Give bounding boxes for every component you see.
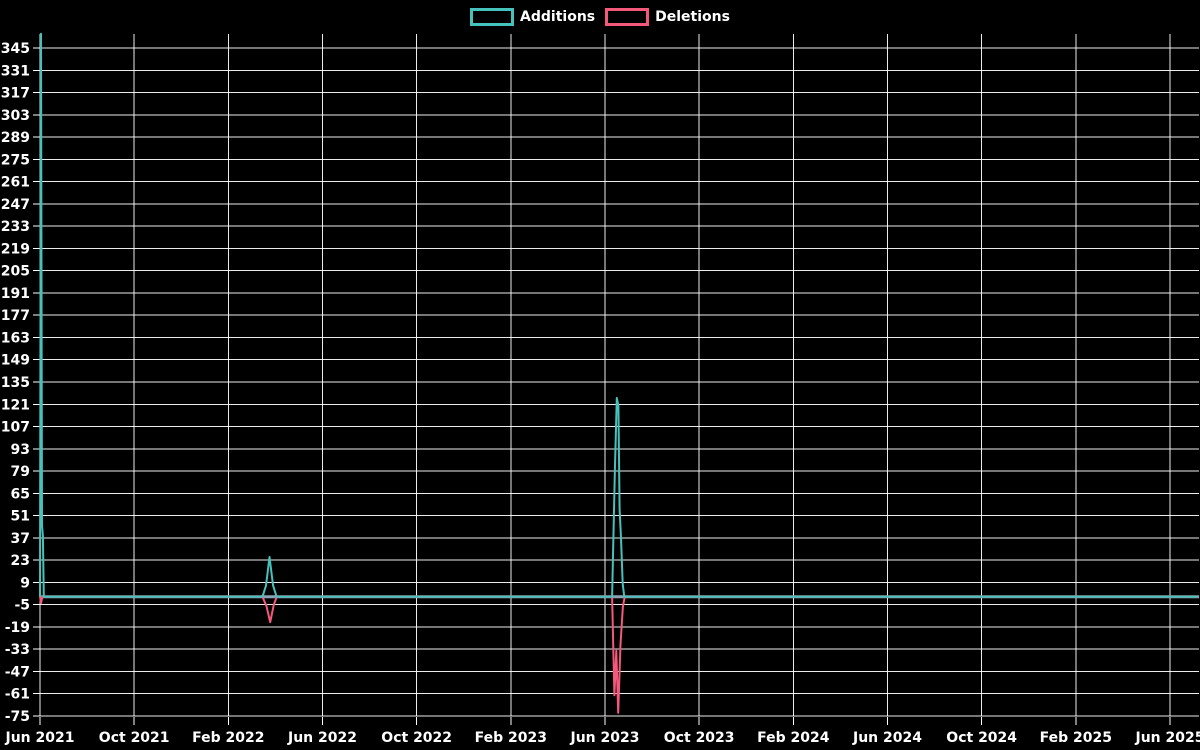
y-tick-label: 79 [11, 464, 30, 480]
y-tick-label: 51 [11, 509, 30, 525]
y-tick-label: 9 [20, 575, 30, 591]
y-tick-label: 177 [1, 308, 30, 324]
x-tick-label: Feb 2024 [757, 730, 830, 746]
y-tick-label: 65 [11, 486, 30, 502]
additions-swatch [470, 8, 515, 26]
deletions-swatch [605, 8, 650, 26]
chart-legend: Additions Deletions [0, 8, 1200, 26]
y-tick-label: 37 [11, 531, 30, 547]
x-tick-label: Jun 2022 [287, 730, 357, 746]
x-tick-label: Feb 2022 [192, 730, 264, 746]
y-tick-label: 233 [1, 219, 30, 235]
y-tick-label: 345 [1, 41, 30, 57]
y-tick-label: 205 [1, 264, 30, 280]
x-tick-label: Oct 2022 [381, 730, 452, 746]
x-tick-label: Jun 2021 [5, 730, 75, 746]
legend-label-deletions: Deletions [655, 9, 730, 25]
x-tick-label: Jun 2024 [852, 730, 922, 746]
y-tick-label: 303 [1, 108, 30, 124]
y-tick-label: -47 [5, 664, 30, 680]
y-tick-label: 149 [1, 353, 30, 369]
y-tick-label: 107 [1, 420, 30, 436]
legend-item-deletions[interactable]: Deletions [605, 8, 730, 26]
series-line-additions [39, 32, 1199, 598]
y-tick-label: -19 [5, 620, 30, 636]
y-tick-label: 275 [1, 152, 30, 168]
legend-item-additions[interactable]: Additions [470, 8, 595, 26]
y-tick-label: 331 [1, 63, 30, 79]
y-tick-label: 219 [1, 241, 30, 257]
y-tick-label: -61 [5, 687, 30, 703]
y-tick-label: -75 [5, 709, 30, 725]
x-tick-label: Oct 2024 [946, 730, 1017, 746]
y-tick-label: 261 [1, 175, 30, 191]
x-tick-label: Feb 2023 [475, 730, 547, 746]
y-tick-label: -33 [5, 642, 30, 658]
y-tick-label: 135 [1, 375, 30, 391]
y-tick-label: 317 [1, 86, 30, 102]
x-tick-label: Feb 2025 [1040, 730, 1112, 746]
series-line-deletions [39, 595, 1199, 714]
y-tick-label: -5 [14, 598, 30, 614]
y-tick-label: 93 [11, 442, 30, 458]
y-tick-label: 289 [1, 130, 30, 146]
legend-label-additions: Additions [520, 9, 596, 25]
x-tick-label: Oct 2023 [664, 730, 735, 746]
y-tick-label: 163 [1, 330, 30, 346]
x-tick-label: Jun 2025 [1135, 730, 1200, 746]
y-tick-label: 23 [11, 553, 30, 569]
y-tick-label: 191 [1, 286, 30, 302]
x-tick-label: Oct 2021 [99, 730, 170, 746]
y-tick-label: 121 [1, 397, 30, 413]
x-tick-label: Jun 2023 [570, 730, 640, 746]
y-tick-label: 247 [1, 197, 30, 213]
